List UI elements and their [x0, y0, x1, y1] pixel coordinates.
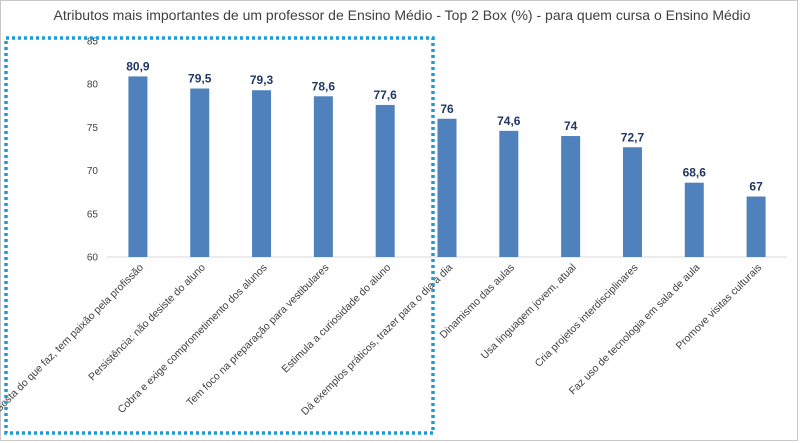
bar-series: [128, 76, 766, 258]
bar: [561, 136, 581, 257]
data-label: 74,6: [497, 114, 521, 128]
y-tick-label: 75: [87, 123, 99, 134]
bar: [746, 196, 766, 257]
data-label: 67: [749, 180, 763, 194]
x-tick-label: Cria projetos interdisciplinares: [533, 262, 641, 370]
bar: [622, 147, 642, 257]
x-axis: Gosta do que faz, tem paixão pela profis…: [0, 262, 764, 418]
data-label: 72,7: [621, 130, 645, 144]
bar: [128, 76, 148, 257]
data-label: 74: [564, 119, 578, 133]
data-label: 80,9: [126, 59, 150, 73]
x-tick-label: Tem foco na preparação para vestibulares: [184, 262, 331, 409]
x-tick-label: Estimula a curiosidade do aluno: [280, 262, 394, 376]
bar: [437, 118, 457, 257]
data-label: 78,6: [312, 79, 336, 93]
y-tick-label: 80: [87, 80, 99, 91]
data-label: 79,5: [188, 72, 212, 86]
x-tick-label: Faz uso de tecnologia em sala de aula: [567, 262, 703, 398]
y-tick-label: 70: [87, 166, 99, 177]
y-tick-label: 85: [87, 37, 99, 48]
data-label: 76: [440, 102, 454, 116]
bar: [252, 90, 272, 257]
chart-title: Atributos mais importantes de um profess…: [54, 7, 751, 23]
bar: [375, 104, 395, 257]
data-labels: 80,9 79,5 79,3 78,6 77,6 76 74,6 74 72,7 68,6 67: [126, 59, 763, 193]
highlight-box: [4, 36, 435, 435]
data-label: 79,3: [250, 73, 274, 87]
bar: [313, 96, 333, 258]
y-tick-label: 60: [87, 253, 99, 264]
bar: [190, 88, 210, 258]
y-tick-label: 65: [87, 209, 99, 220]
bar: [499, 130, 519, 257]
y-axis: 60 65 70 75 80 85: [87, 37, 99, 264]
data-label: 77,6: [374, 88, 398, 102]
x-tick-label: Persistência: não desiste do aluno: [86, 262, 208, 384]
data-label: 68,6: [683, 166, 707, 180]
bar: [684, 182, 704, 257]
